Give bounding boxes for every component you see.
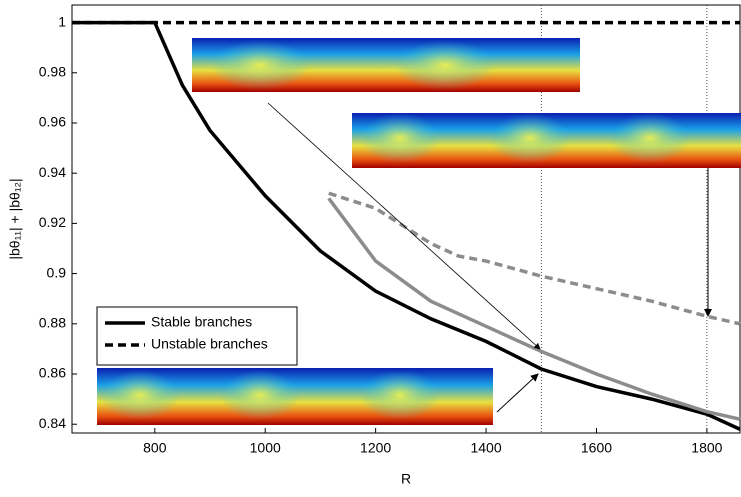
legend-label: Unstable branches xyxy=(151,336,268,352)
y-tick-label: 0.86 xyxy=(39,365,66,381)
x-tick-label: 1800 xyxy=(691,440,722,456)
y-tick-label: 1 xyxy=(58,13,66,29)
y-tick-label: 0.84 xyxy=(39,415,66,431)
legend-label: Stable branches xyxy=(151,314,252,330)
inset-image xyxy=(352,113,741,168)
arrow xyxy=(496,373,539,413)
y-tick-label: 0.92 xyxy=(39,214,66,230)
legend-box xyxy=(96,306,298,366)
inset-image xyxy=(97,368,493,425)
x-tick-label: 800 xyxy=(143,440,167,456)
inset-images xyxy=(97,38,741,425)
arrow xyxy=(267,102,541,350)
series-line xyxy=(328,191,741,326)
x-axis-label: R xyxy=(401,471,411,487)
series-line xyxy=(327,197,741,421)
series-line xyxy=(72,20,741,431)
y-tick-label: 0.94 xyxy=(39,164,66,180)
axes-frame xyxy=(71,4,741,434)
y-tick-label: 0.98 xyxy=(39,63,66,79)
x-tick-label: 1200 xyxy=(360,440,391,456)
inset-image xyxy=(192,38,580,92)
x-tick-label: 1000 xyxy=(250,440,281,456)
y-tick-label: 0.9 xyxy=(47,264,67,280)
x-tick-label: 1400 xyxy=(470,440,501,456)
y-tick-label: 0.96 xyxy=(39,114,66,130)
y-axis-label: |bθ₁₁| + |bθ₁₂| xyxy=(7,178,23,259)
x-tick-label: 1600 xyxy=(581,440,612,456)
y-tick-label: 0.88 xyxy=(39,315,66,331)
plot-area xyxy=(71,4,741,434)
